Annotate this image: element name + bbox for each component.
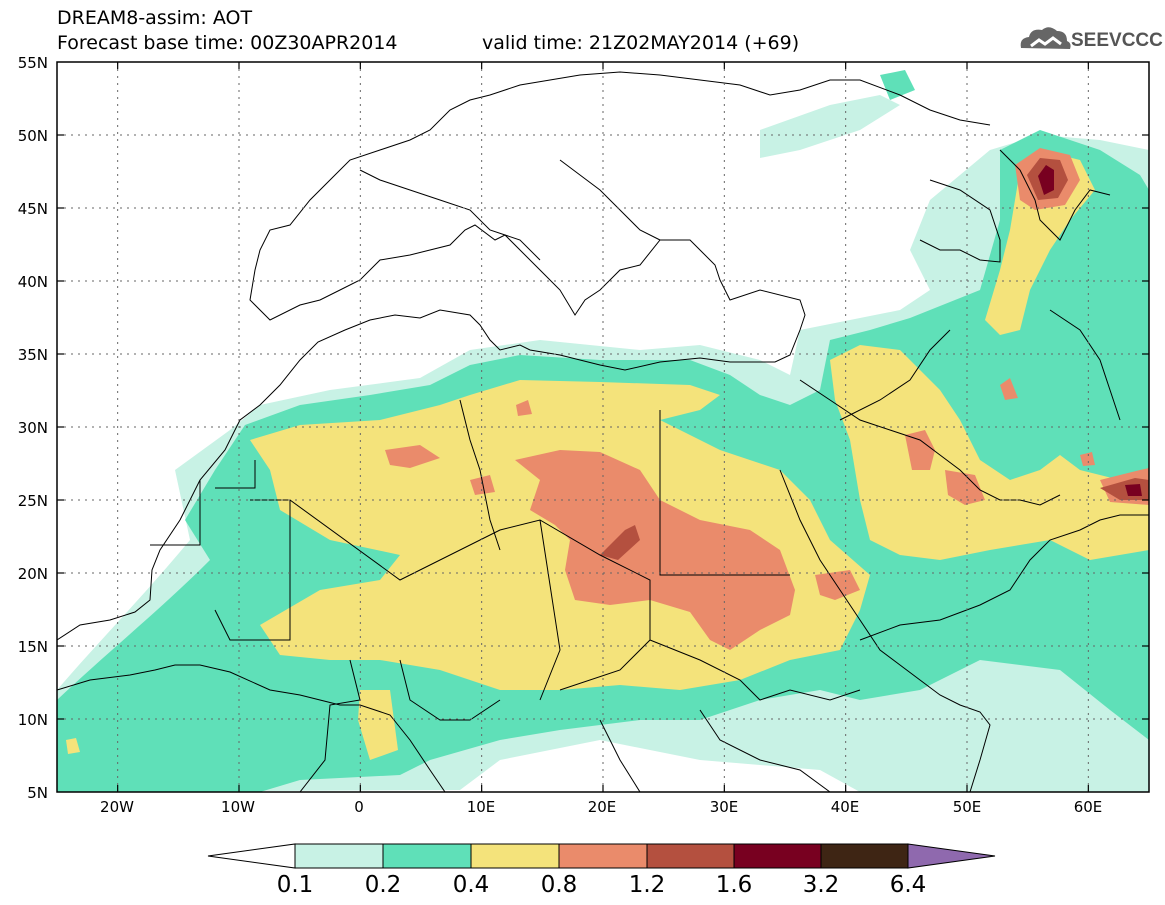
base-time: Forecast base time: 00Z30APR2014 (57, 32, 398, 54)
lon-label: 10E (467, 798, 496, 816)
colorbar-high-arrow (907, 843, 996, 869)
coastlines (57, 71, 1149, 792)
colorbar-swatch (470, 843, 560, 869)
colorbar-swatch (646, 843, 735, 869)
lon-label: 20E (588, 798, 617, 816)
aot-field (57, 70, 1149, 792)
lon-label: 10W (221, 798, 255, 816)
colorbar-label: 0.1 (277, 872, 314, 898)
colorbar-label: 0.4 (453, 872, 490, 898)
lat-label: 25N (18, 492, 48, 510)
lon-label: 0 (354, 798, 364, 816)
valid-time: valid time: 21Z02MAY2014 (+69) (482, 32, 800, 54)
colorbar-label: 0.8 (541, 872, 578, 898)
colorbar-label: 3.2 (803, 872, 840, 898)
lon-label: 30E (710, 798, 739, 816)
lat-label: 55N (18, 54, 48, 72)
lat-label: 30N (18, 419, 48, 437)
lat-label: 40N (18, 273, 48, 291)
lat-label: 35N (18, 346, 48, 364)
aot-band-orange (515, 450, 795, 650)
colorbar-label: 0.2 (365, 872, 402, 898)
colorbar (207, 843, 996, 869)
lat-label: 20N (18, 565, 48, 583)
lat-label: 15N (18, 638, 48, 656)
lat-label: 45N (18, 200, 48, 218)
colorbar-label: 1.6 (716, 872, 753, 898)
colorbar-labels: 0.1 0.2 0.4 0.8 1.2 1.6 3.2 6.4 (277, 872, 927, 898)
colorbar-swatch (558, 843, 648, 869)
colorbar-swatch (382, 843, 472, 869)
aot-band-maroon (1038, 165, 1054, 195)
colorbar-swatch (820, 843, 909, 869)
axis-ticks (57, 62, 1149, 792)
colorbar-swatch (733, 843, 822, 869)
logo-text: SEEVCCC (1071, 30, 1163, 51)
colorbar-label: 6.4 (890, 872, 927, 898)
cloud-icon (1020, 27, 1071, 49)
lon-label: 50E (953, 798, 982, 816)
lon-label: 40E (831, 798, 860, 816)
lat-label: 10N (18, 711, 48, 729)
chart-title: DREAM8-assim: AOT (57, 7, 253, 29)
lat-axis: 55N 50N 45N 40N 35N 30N 25N 20N 15N 10N … (18, 54, 48, 802)
lon-axis: 20W 10W 0 10E 20E 30E 40E 50E 60E (100, 798, 1102, 816)
colorbar-swatch (294, 843, 384, 869)
lon-label: 60E (1074, 798, 1103, 816)
lon-label: 20W (100, 798, 134, 816)
lat-label: 5N (27, 784, 48, 802)
colorbar-label: 1.2 (629, 872, 666, 898)
colorbar-low-arrow (207, 843, 296, 869)
graticule (57, 62, 1149, 792)
lat-label: 50N (18, 127, 48, 145)
